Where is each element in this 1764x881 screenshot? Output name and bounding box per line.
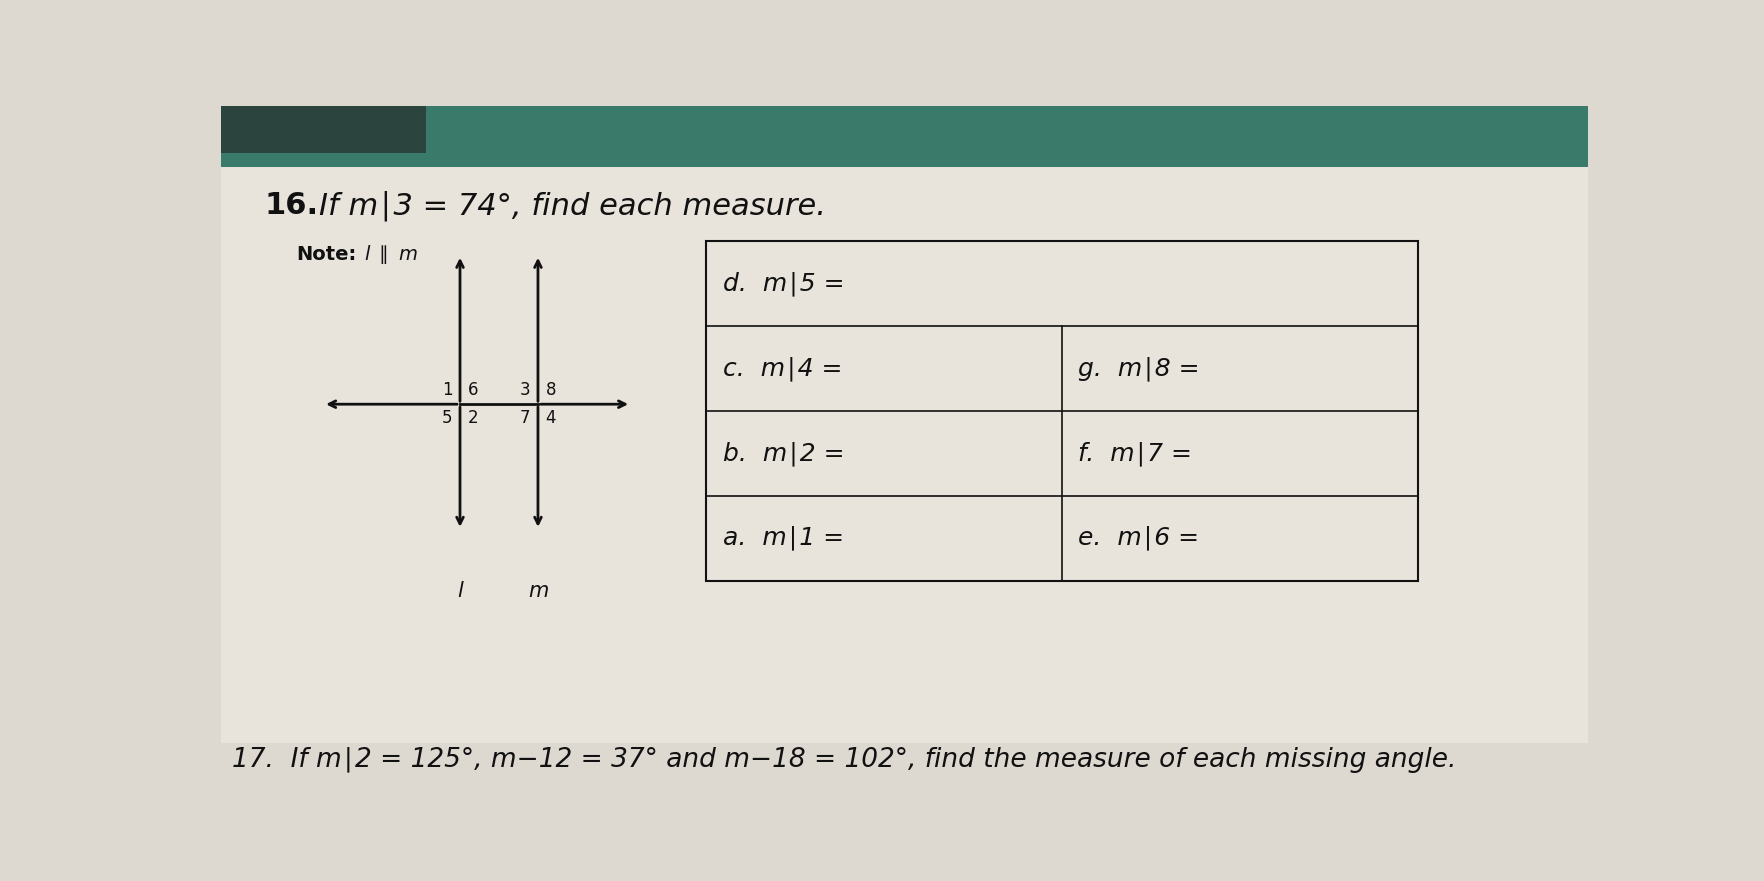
Text: l: l xyxy=(363,245,369,263)
Text: m: m xyxy=(527,581,549,601)
Text: m: m xyxy=(399,245,418,263)
Text: c.  m∣4 =: c. m∣4 = xyxy=(721,356,841,381)
Text: l: l xyxy=(457,581,462,601)
Bar xyxy=(220,106,425,153)
Text: 6: 6 xyxy=(467,381,478,399)
Text: 4: 4 xyxy=(545,410,556,427)
Text: 1: 1 xyxy=(441,381,452,399)
Bar xyxy=(706,241,1416,581)
Text: 5: 5 xyxy=(441,410,452,427)
Text: 8: 8 xyxy=(545,381,556,399)
Text: 17.  If m∣2 = 125°, m−12 = 37° and m−18 = 102°, find the measure of each missing: 17. If m∣2 = 125°, m−12 = 37° and m−18 =… xyxy=(231,747,1455,773)
Bar xyxy=(220,153,1588,744)
Text: If m∣3 = 74°, find each measure.: If m∣3 = 74°, find each measure. xyxy=(319,190,826,221)
Bar xyxy=(220,106,1588,167)
Text: e.  m∣6 =: e. m∣6 = xyxy=(1078,526,1200,551)
Text: Note:: Note: xyxy=(296,245,356,263)
Text: g.  m∣8 =: g. m∣8 = xyxy=(1078,356,1200,381)
Text: b.  m∣2 =: b. m∣2 = xyxy=(721,441,843,466)
Text: 16.: 16. xyxy=(265,190,318,219)
Text: a.  m∣1 =: a. m∣1 = xyxy=(721,526,843,551)
Text: 3: 3 xyxy=(520,381,531,399)
Text: f.  m∣7 =: f. m∣7 = xyxy=(1078,441,1192,466)
Text: 2: 2 xyxy=(467,410,478,427)
Text: 7: 7 xyxy=(520,410,531,427)
Text: d.  m∣5 =: d. m∣5 = xyxy=(721,271,843,296)
Text: ∥: ∥ xyxy=(377,245,388,263)
